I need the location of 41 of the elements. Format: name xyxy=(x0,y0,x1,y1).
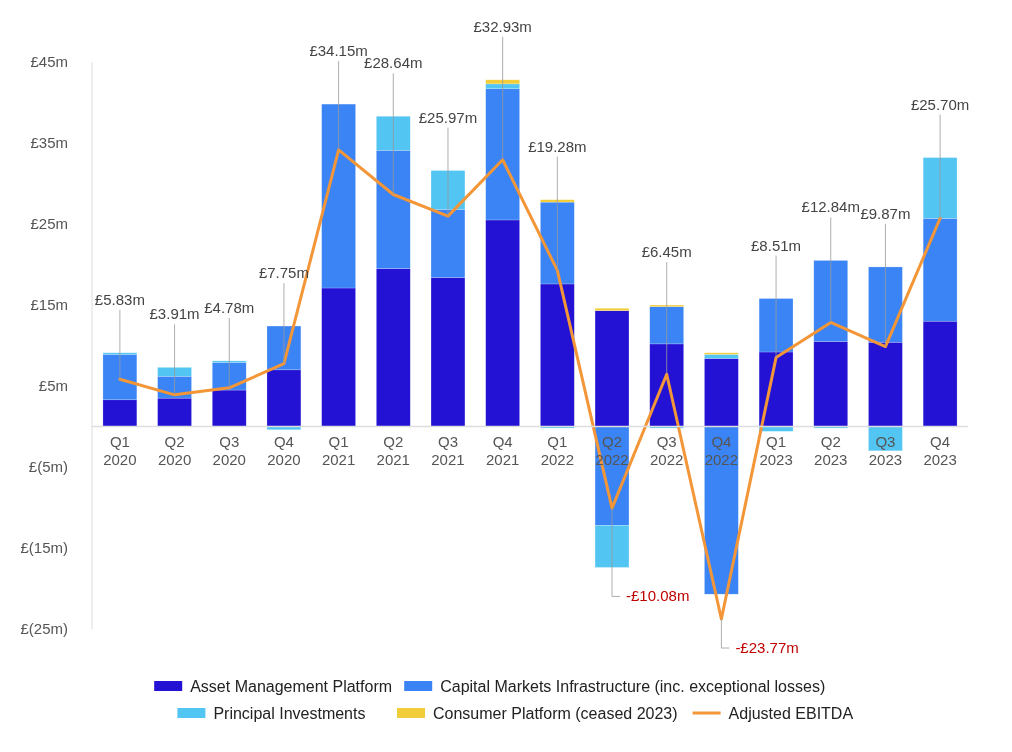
y-tick-label: £35m xyxy=(30,134,68,152)
x-tick-label: Q1 2021 xyxy=(321,432,356,468)
data-label: £6.45m xyxy=(641,243,692,260)
legend-label: Principal Investments xyxy=(213,704,366,722)
data-label: £5.83m xyxy=(94,290,145,308)
data-label: £25.97m xyxy=(418,108,478,126)
x-tick-label: Q3 2020 xyxy=(212,432,246,468)
legend-label: Capital Markets Infrastructure (inc. exceptional losses) xyxy=(440,677,826,695)
data-label: £32.93m xyxy=(473,17,532,35)
x-tick-label: Q3 2022 xyxy=(650,432,684,468)
x-tick-label: Q2 2023 xyxy=(814,432,848,468)
x-tick-label: Q2 2021 xyxy=(376,432,410,468)
y-tick-label: £5m xyxy=(38,377,68,395)
data-label: £4.78m xyxy=(204,298,255,316)
legend-label: Adjusted EBITDA xyxy=(728,704,854,722)
data-label: £3.91m xyxy=(149,305,200,323)
x-tick-label: Q4 2023 xyxy=(923,432,957,468)
y-tick-label: £45m xyxy=(30,53,68,71)
y-tick-label: £15m xyxy=(30,296,68,314)
x-tick-label: Q1 2022 xyxy=(540,432,575,468)
data-label: £19.28m xyxy=(528,137,587,155)
legend-label: Consumer Platform (ceased 2023) xyxy=(433,704,678,722)
data-label: -£10.08m xyxy=(626,587,690,605)
y-tick-label: £(25m) xyxy=(20,620,68,638)
data-label: £9.87m xyxy=(860,204,911,222)
x-tick-label: Q4 2020 xyxy=(267,432,301,468)
x-tick-label: Q1 2020 xyxy=(103,432,137,468)
data-label: £12.84m xyxy=(801,198,860,216)
y-tick-label: £(5m) xyxy=(28,458,68,476)
x-tick-label: Q1 2023 xyxy=(759,432,793,468)
x-tick-label: Q3 2021 xyxy=(431,432,465,468)
y-tick-label: £25m xyxy=(30,215,68,233)
y-tick-label: £(15m) xyxy=(20,539,68,557)
data-label: £25.70m xyxy=(910,95,970,113)
x-tick-label: Q3 2023 xyxy=(868,432,903,468)
x-tick-label: Q4 2021 xyxy=(485,432,520,468)
data-label: -£23.77m xyxy=(735,639,799,657)
x-tick-label: Q2 2020 xyxy=(157,432,192,468)
data-label: £8.51m xyxy=(751,236,802,254)
legend-label: Asset Management Platform xyxy=(190,677,393,695)
x-tick-label: Q4 2022 xyxy=(704,432,739,468)
